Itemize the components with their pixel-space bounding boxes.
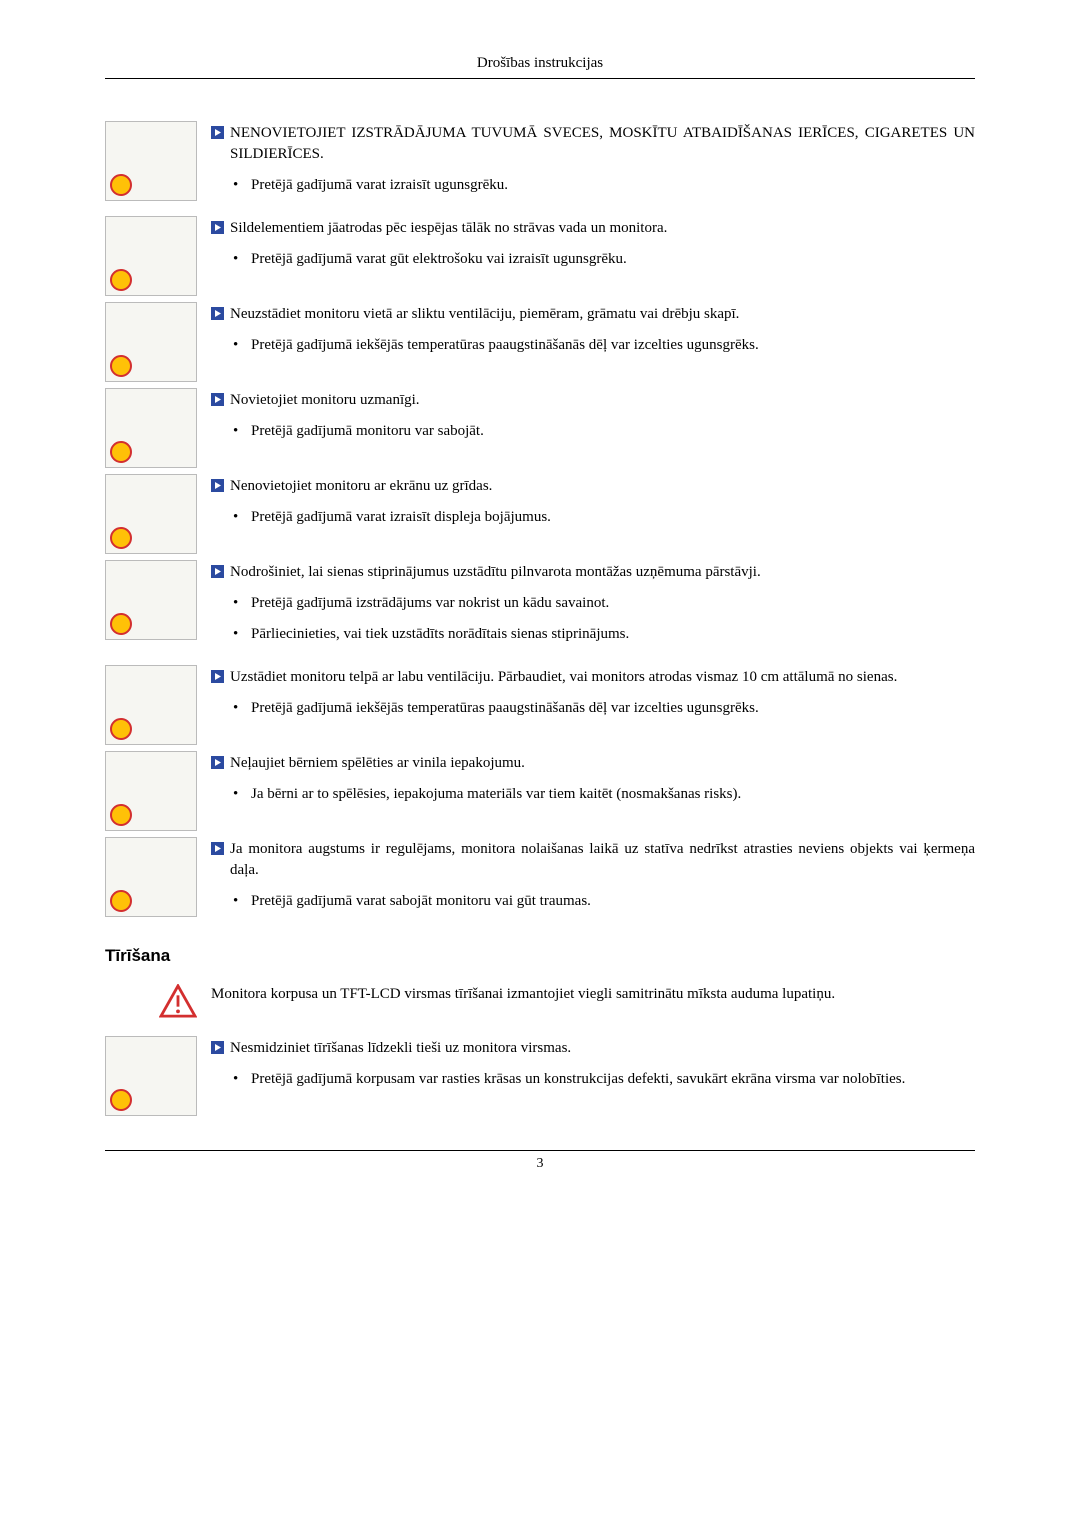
item-lead-text: Neļaujiet bērniem spēlēties ar vinila ie… [230,753,975,774]
item-body: Ja monitora augstums ir regulējams, moni… [211,837,975,926]
safety-item: Neļaujiet bērniem spēlēties ar vinila ie… [105,751,975,831]
safety-item: NENOVIETOJIET IZSTRĀDĀJUMA TUVUMĀ SVECES… [105,121,975,210]
item-body: Neuzstādiet monitoru vietā ar sliktu ven… [211,302,975,370]
bullet-arrow-icon [211,565,224,578]
bullet-item: Pretējā gadījumā iekšējās temperatūras p… [233,335,975,356]
item-bullets: Pretējā gadījumā izstrādājums var nokris… [211,593,975,645]
instruction-illustration-icon [105,1036,197,1116]
bullet-item: Ja bērni ar to spēlēsies, iepakojuma mat… [233,784,975,805]
cleaning-intro-row: Monitora korpusa un TFT-LCD virsmas tīrī… [105,984,975,1018]
cleaning-intro-text: Monitora korpusa un TFT-LCD virsmas tīrī… [211,984,975,1005]
safety-item: Nodrošiniet, lai sienas stiprinājumus uz… [105,560,975,659]
item-lead: Neļaujiet bērniem spēlēties ar vinila ie… [211,753,975,774]
bullet-item: Pretējā gadījumā varat izraisīt ugunsgrē… [233,175,975,196]
bullet-item: Pārliecinieties, vai tiek uzstādīts norā… [233,624,975,645]
instruction-illustration-icon [105,216,197,296]
page-number: 3 [537,1156,544,1171]
item-bullets: Pretējā gadījumā iekšējās temperatūras p… [211,698,975,719]
item-bullets: Pretējā gadījumā varat izraisīt displeja… [211,507,975,528]
bullet-arrow-icon [211,670,224,683]
item-lead: NENOVIETOJIET IZSTRĀDĀJUMA TUVUMĀ SVECES… [211,123,975,165]
item-body: Novietojiet monitoru uzmanīgi. Pretējā ga… [211,388,975,456]
warning-triangle-icon [159,984,197,1018]
item-bullets: Pretējā gadījumā varat gūt elektrošoku v… [211,249,975,270]
item-body: Neļaujiet bērniem spēlēties ar vinila ie… [211,751,975,819]
instruction-illustration-icon [105,302,197,382]
item-lead-text: Uzstādiet monitoru telpā ar labu ventilā… [230,667,975,688]
bullet-item: Pretējā gadījumā monitoru var sabojāt. [233,421,975,442]
item-bullets: Pretējā gadījumā monitoru var sabojāt. [211,421,975,442]
bullet-item: Pretējā gadījumā iekšējās temperatūras p… [233,698,975,719]
item-lead: Uzstādiet monitoru telpā ar labu ventilā… [211,667,975,688]
section-title-cleaning: Tīrīšana [105,946,975,966]
item-lead-text: Ja monitora augstums ir regulējams, moni… [230,839,975,881]
item-lead-text: Sildelementiem jāatrodas pēc iespējas tā… [230,218,975,239]
item-body: Nenovietojiet monitoru ar ekrānu uz grīd… [211,474,975,542]
instruction-illustration-icon [105,474,197,554]
bullet-item: Pretējā gadījumā varat gūt elektrošoku v… [233,249,975,270]
item-bullets: Pretējā gadījumā varat izraisīt ugunsgrē… [211,175,975,196]
item-body: Nodrošiniet, lai sienas stiprinājumus uz… [211,560,975,659]
instruction-illustration-icon [105,121,197,201]
safety-item: Ja monitora augstums ir regulējams, moni… [105,837,975,926]
item-lead-text: NENOVIETOJIET IZSTRĀDĀJUMA TUVUMĀ SVECES… [230,123,975,165]
bullet-item: Pretējā gadījumā varat sabojāt monitoru … [233,891,975,912]
page-header: Drošības instrukcijas [105,55,975,79]
instruction-illustration-icon [105,665,197,745]
item-body: NENOVIETOJIET IZSTRĀDĀJUMA TUVUMĀ SVECES… [211,121,975,210]
bullet-arrow-icon [211,393,224,406]
safety-item: Sildelementiem jāatrodas pēc iespējas tā… [105,216,975,296]
instruction-illustration-icon [105,837,197,917]
item-lead-text: Novietojiet monitoru uzmanīgi. [230,390,975,411]
bullet-arrow-icon [211,221,224,234]
item-bullets: Ja bērni ar to spēlēsies, iepakojuma mat… [211,784,975,805]
safety-item: Uzstādiet monitoru telpā ar labu ventilā… [105,665,975,745]
page-footer: 3 [105,1150,975,1172]
item-bullets: Pretējā gadījumā iekšējās temperatūras p… [211,335,975,356]
instruction-illustration-icon [105,751,197,831]
instruction-illustration-icon [105,388,197,468]
item-bullets: Pretējā gadījumā varat sabojāt monitoru … [211,891,975,912]
safety-item: Novietojiet monitoru uzmanīgi. Pretējā ga… [105,388,975,468]
item-lead: Nenovietojiet monitoru ar ekrānu uz grīd… [211,476,975,497]
bullet-arrow-icon [211,1041,224,1054]
item-bullets: Pretējā gadījumā korpusam var rasties kr… [211,1069,975,1090]
bullet-item: Pretējā gadījumā varat izraisīt displeja… [233,507,975,528]
bullet-arrow-icon [211,307,224,320]
item-lead: Nesmidziniet tīrīšanas līdzekli tieši uz… [211,1038,975,1059]
bullet-arrow-icon [211,756,224,769]
item-lead: Sildelementiem jāatrodas pēc iespējas tā… [211,218,975,239]
item-lead: Novietojiet monitoru uzmanīgi. [211,390,975,411]
item-lead-text: Nenovietojiet monitoru ar ekrānu uz grīd… [230,476,975,497]
instruction-illustration-icon [105,560,197,640]
item-lead-text: Nodrošiniet, lai sienas stiprinājumus uz… [230,562,975,583]
item-body: Uzstādiet monitoru telpā ar labu ventilā… [211,665,975,733]
item-lead-text: Nesmidziniet tīrīšanas līdzekli tieši uz… [230,1038,975,1059]
bullet-item: Pretējā gadījumā izstrādājums var nokris… [233,593,975,614]
header-title: Drošības instrukcijas [477,55,603,71]
item-lead-text: Neuzstādiet monitoru vietā ar sliktu ven… [230,304,975,325]
safety-item: Nenovietojiet monitoru ar ekrānu uz grīd… [105,474,975,554]
item-body: Nesmidziniet tīrīšanas līdzekli tieši uz… [211,1036,975,1104]
item-lead: Nodrošiniet, lai sienas stiprinājumus uz… [211,562,975,583]
item-body: Sildelementiem jāatrodas pēc iespējas tā… [211,216,975,284]
item-lead: Neuzstādiet monitoru vietā ar sliktu ven… [211,304,975,325]
bullet-arrow-icon [211,842,224,855]
bullet-arrow-icon [211,126,224,139]
cleaning-item: Nesmidziniet tīrīšanas līdzekli tieši uz… [105,1036,975,1116]
bullet-item: Pretējā gadījumā korpusam var rasties kr… [233,1069,975,1090]
bullet-arrow-icon [211,479,224,492]
item-lead: Ja monitora augstums ir regulējams, moni… [211,839,975,881]
safety-item: Neuzstādiet monitoru vietā ar sliktu ven… [105,302,975,382]
